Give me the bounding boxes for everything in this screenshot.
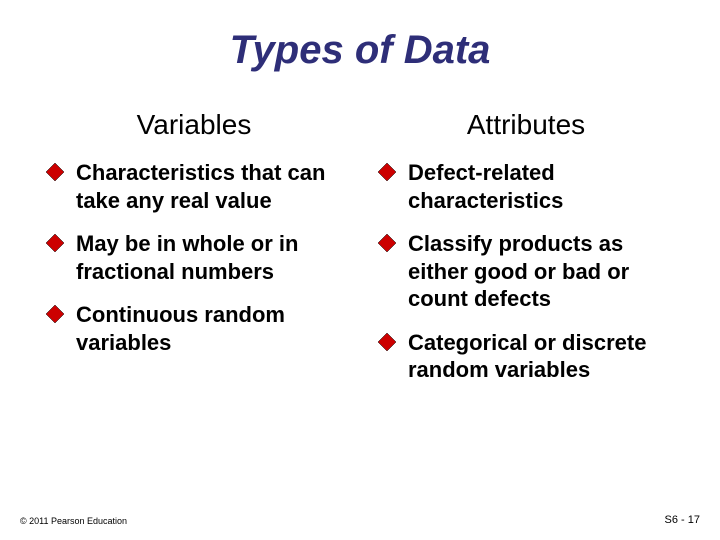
list-item: Categorical or discrete random variables [372, 329, 680, 384]
columns-container: Variables Characteristics that can take … [40, 109, 680, 400]
list-item: Classify products as either good or bad … [372, 230, 680, 313]
list-item: Continuous random variables [40, 301, 348, 356]
diamond-icon [378, 163, 396, 181]
bullet-text: Categorical or discrete random variables [408, 329, 680, 384]
list-item: Characteristics that can take any real v… [40, 159, 348, 214]
list-item: Defect-related characteristics [372, 159, 680, 214]
variables-heading: Variables [40, 109, 348, 141]
list-item: May be in whole or in fractional numbers [40, 230, 348, 285]
attributes-column: Attributes Defect-related characteristic… [372, 109, 680, 400]
bullet-text: Defect-related characteristics [408, 159, 680, 214]
bullet-text: Characteristics that can take any real v… [76, 159, 348, 214]
diamond-icon [46, 234, 64, 252]
slide-number: S6 - 17 [665, 514, 700, 526]
bullet-text: May be in whole or in fractional numbers [76, 230, 348, 285]
diamond-icon [378, 333, 396, 351]
bullet-text: Continuous random variables [76, 301, 348, 356]
diamond-icon [378, 234, 396, 252]
diamond-icon [46, 305, 64, 323]
copyright-text: © 2011 Pearson Education [20, 516, 127, 526]
attributes-heading: Attributes [372, 109, 680, 141]
diamond-icon [46, 163, 64, 181]
bullet-text: Classify products as either good or bad … [408, 230, 680, 313]
slide-title: Types of Data [40, 28, 680, 73]
variables-column: Variables Characteristics that can take … [40, 109, 348, 400]
